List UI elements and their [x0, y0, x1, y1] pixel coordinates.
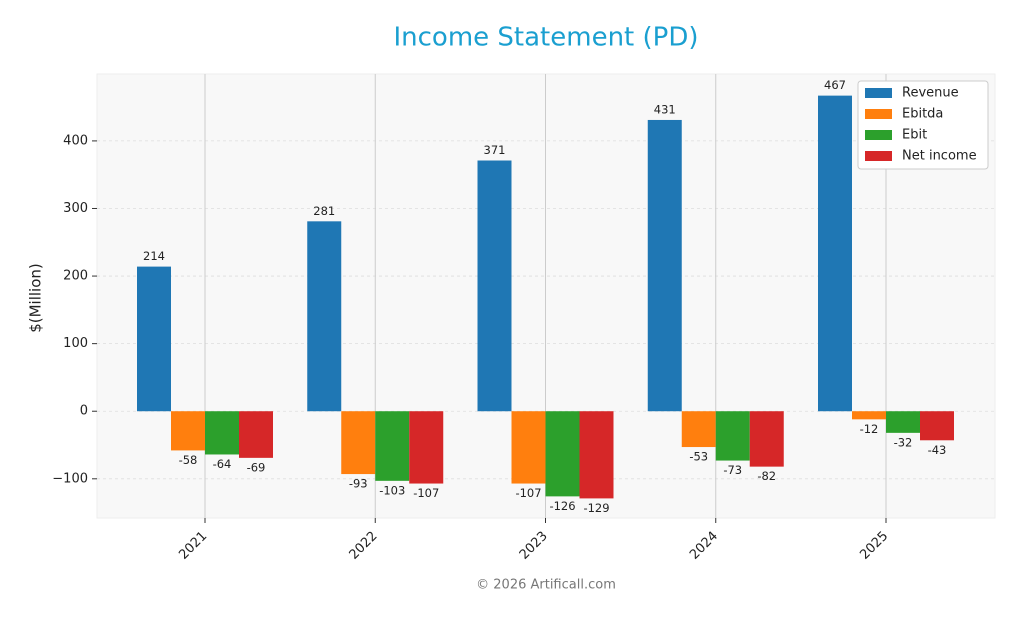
- data-label: -58: [179, 453, 198, 467]
- bar: [715, 411, 750, 461]
- bar: [137, 266, 171, 412]
- bar: [681, 411, 716, 448]
- bar: [818, 95, 852, 412]
- bar: [239, 411, 273, 458]
- bar: [852, 411, 886, 420]
- bar: [579, 411, 614, 499]
- x-tick-label: 2023: [517, 529, 551, 563]
- y-tick-label: 400: [63, 133, 88, 148]
- y-tick-label: −100: [52, 471, 88, 486]
- bar: [886, 411, 920, 433]
- data-label: -43: [928, 443, 947, 457]
- data-label: -93: [349, 477, 368, 491]
- bar: [545, 411, 580, 497]
- y-tick-label: 100: [63, 336, 88, 351]
- bar: [341, 411, 376, 475]
- legend-swatch: [865, 109, 892, 119]
- y-tick-label: 200: [63, 269, 88, 284]
- legend-box: [857, 80, 989, 170]
- legend-label: Revenue: [902, 86, 959, 101]
- legend-swatch: [865, 88, 892, 98]
- bar: [647, 119, 682, 412]
- bar: [511, 411, 546, 484]
- bar: [920, 411, 954, 441]
- data-label: -69: [247, 460, 266, 474]
- y-tick-label: 300: [63, 201, 88, 216]
- data-label: 214: [143, 249, 165, 263]
- legend-label: Ebitda: [902, 107, 943, 122]
- x-tick-label: 2022: [347, 529, 381, 563]
- data-label: -103: [379, 483, 405, 497]
- x-tick-label: 2024: [687, 529, 721, 563]
- bar: [171, 411, 205, 451]
- data-label: -129: [583, 501, 609, 515]
- data-label: -82: [757, 469, 776, 483]
- legend: Revenue Ebitda Ebit Net income: [857, 80, 989, 170]
- data-label: -73: [723, 463, 742, 477]
- y-axis-label: $(Million): [27, 263, 45, 333]
- footer: © 2026 Artificall.com: [476, 578, 616, 593]
- data-label: 371: [484, 143, 506, 157]
- data-label: -126: [549, 499, 575, 513]
- data-label: 431: [654, 102, 676, 116]
- bar: [749, 411, 784, 467]
- data-label: 281: [313, 204, 335, 218]
- data-label: -32: [894, 435, 913, 449]
- x-tick-label: 2021: [176, 529, 210, 563]
- chart-title: Income Statement (PD): [393, 23, 698, 53]
- y-tick-label: 0: [80, 404, 88, 419]
- bar: [375, 411, 410, 481]
- bar: [477, 160, 512, 412]
- bar: [409, 411, 444, 484]
- bar: [307, 221, 342, 412]
- data-label: -107: [515, 486, 541, 500]
- data-label: -107: [413, 486, 439, 500]
- data-label: -12: [860, 422, 879, 436]
- legend-label: Ebit: [902, 128, 927, 143]
- bar: [205, 411, 239, 455]
- x-tick-label: 2025: [857, 529, 891, 563]
- data-label: -64: [213, 457, 232, 471]
- legend-swatch: [865, 130, 892, 140]
- data-label: 467: [824, 78, 846, 92]
- legend-swatch: [865, 151, 892, 161]
- data-label: -53: [689, 450, 708, 464]
- legend-label: Net income: [902, 149, 977, 164]
